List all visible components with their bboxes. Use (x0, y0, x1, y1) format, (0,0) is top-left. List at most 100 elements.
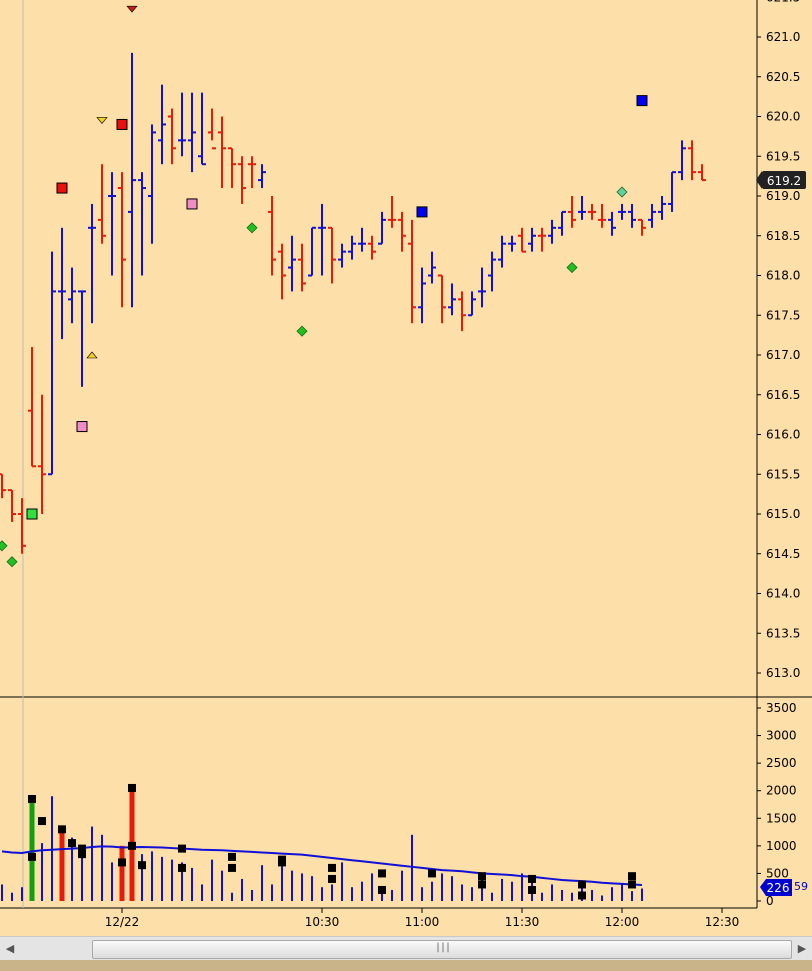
volume-dot (68, 839, 76, 848)
ohlc-bar (328, 226, 336, 284)
last-price-text: 619.2 (767, 174, 801, 188)
volume-tick-label: 2500 (766, 756, 797, 770)
volume-tick-label: 3000 (766, 729, 797, 743)
square-marker (116, 118, 128, 130)
price-tick-label: 621.0 (766, 30, 800, 44)
diamond-marker (246, 222, 258, 234)
ohlc-bar (298, 243, 306, 292)
diamond-marker (616, 186, 628, 198)
square-marker (636, 95, 648, 107)
ohlc-bar (58, 227, 66, 340)
ohlc-bar (88, 203, 96, 324)
last-volume-badge-shape (760, 879, 792, 896)
ohlc-bar (438, 274, 446, 324)
ohlc-bar (228, 147, 236, 189)
volume-tick-label: 500 (766, 866, 789, 880)
volume-dot (578, 891, 586, 900)
ohlc-bar (648, 203, 656, 228)
time-tick-label: 12:30 (705, 915, 740, 929)
ohlc-bar (258, 164, 266, 189)
last-volume-badge: 226 59 (760, 879, 808, 896)
ohlc-bar (468, 291, 476, 317)
volume-dot (528, 885, 536, 894)
ohlc-bar (218, 116, 226, 189)
volume-dot (328, 863, 336, 872)
scrollbar-thumb[interactable]: ||| (92, 940, 792, 959)
price-tick-label: 614.0 (766, 587, 800, 601)
volume-dot (78, 850, 86, 859)
ohlc-bar (698, 164, 706, 182)
volume-dot (118, 858, 126, 867)
ohlc-bar (248, 156, 256, 189)
ohlc-bar (498, 235, 506, 268)
ohlc-bar (418, 267, 426, 324)
price-tick-label: 621.5 (766, 0, 800, 4)
ohlc-bar (318, 203, 326, 276)
square-marker (186, 198, 198, 210)
price-tick-label: 619.0 (766, 189, 800, 203)
volume-dot (138, 861, 146, 870)
ohlc-bar (188, 92, 196, 173)
volume-dot (128, 783, 136, 792)
ohlc-bar (118, 172, 126, 308)
volume-dot (128, 841, 136, 850)
ohlc-bar (518, 227, 526, 253)
volume-average-line (1, 845, 643, 887)
volume-dot (378, 869, 386, 878)
price-tick-label: 617.5 (766, 308, 800, 322)
horizontal-scrollbar[interactable]: ◀ ||| ▶ (0, 936, 812, 961)
ohlc-bar (578, 196, 586, 220)
scrollbar-grip-icon: ||| (435, 942, 451, 953)
volume-dot (478, 880, 486, 889)
ohlc-bar (358, 227, 366, 252)
triangle-down-marker (96, 117, 108, 124)
ohlc-bar (18, 498, 26, 554)
ohlc-bar (638, 218, 646, 236)
price-tick-label: 619.5 (766, 149, 800, 163)
ohlc-bar (608, 211, 616, 236)
diamond-marker (6, 556, 18, 568)
ohlc-bar (68, 267, 76, 324)
scroll-right-arrow-icon[interactable]: ▶ (797, 942, 807, 955)
ohlc-bar (538, 227, 546, 252)
price-tick-label: 613.0 (766, 666, 800, 680)
volume-dot (58, 825, 66, 834)
last-volume-text: 226 (767, 881, 790, 895)
ohlc-bar (148, 124, 156, 244)
time-tick-label: 12:00 (605, 915, 640, 929)
volume-dot (628, 880, 636, 889)
ohlc-bar (238, 156, 246, 204)
time-tick-label: 12/22 (105, 915, 140, 929)
ohlc-bar (448, 283, 456, 316)
price-tick-label: 613.5 (766, 626, 800, 640)
volume-tick-label: 1500 (766, 811, 797, 825)
last-volume-extra-text: 59 (794, 880, 808, 893)
volume-dot (228, 863, 236, 872)
ohlc-bar (78, 290, 86, 387)
ohlc-bar (488, 251, 496, 292)
square-marker (416, 206, 428, 218)
ohlc-bar (628, 203, 636, 228)
ohlc-bar (458, 291, 466, 332)
volume-tick-label: 3500 (766, 701, 797, 715)
volume-dots (28, 783, 636, 900)
ohlc-bar (308, 226, 316, 277)
ohlc-series (0, 52, 706, 554)
square-marker (76, 421, 88, 433)
scroll-left-arrow-icon[interactable]: ◀ (5, 942, 15, 955)
ohlc-bar (398, 211, 406, 252)
diamond-marker (566, 261, 578, 274)
ohlc-bar (208, 108, 216, 150)
volume-dot (278, 858, 286, 867)
volume-dot (178, 844, 186, 853)
time-tick-label: 11:30 (505, 915, 540, 929)
square-marker (26, 508, 38, 520)
ohlc-bar (0, 473, 6, 499)
price-tick-label: 620.0 (766, 110, 800, 124)
ohlc-bar (178, 92, 186, 157)
price-tick-label: 617.0 (766, 348, 800, 362)
chart-frame (0, 0, 812, 909)
last-price-badge-arrow (756, 171, 762, 189)
price-tick-label: 615.0 (766, 507, 800, 521)
volume-dot (228, 852, 236, 861)
